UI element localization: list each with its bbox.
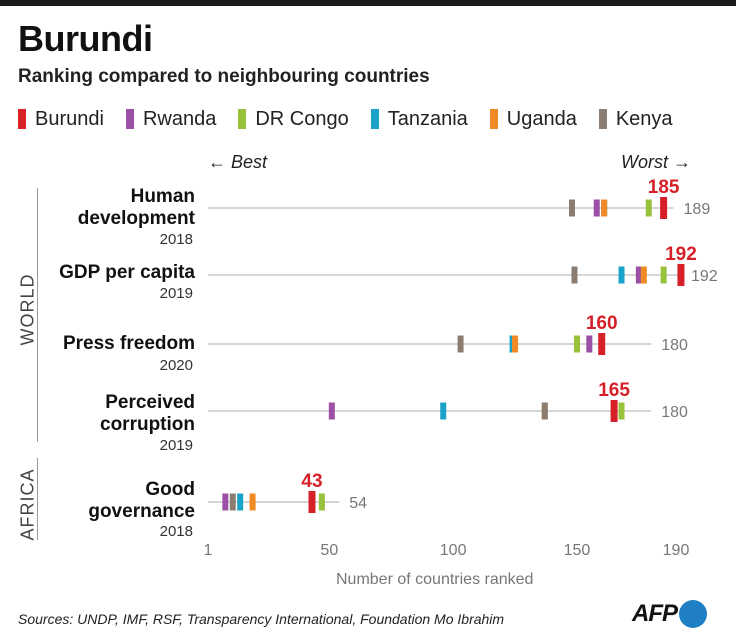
- marker-kenya-good-governance: [229, 493, 236, 511]
- legend-label: Kenya: [615, 107, 673, 130]
- x-tick-label: 50: [320, 542, 338, 559]
- indicator-year-good-governance: 2018: [159, 523, 193, 540]
- legend-swatch: [18, 109, 26, 129]
- x-axis-title: Number of countries ranked: [336, 571, 534, 588]
- indicator-label-gdp-per-capita: GDP per capita: [59, 262, 195, 283]
- marker-burundi-perceived-corruption: [610, 400, 618, 422]
- indicator-year-human-development: 2018: [159, 231, 193, 248]
- legend-swatch: [125, 109, 134, 129]
- legend-swatch: [370, 109, 379, 129]
- indicator-year-perceived-corruption: 2019: [159, 437, 193, 454]
- legend-swatch: [489, 109, 498, 129]
- marker-uganda-good-governance: [249, 493, 256, 511]
- marker-tanzania-gdp-per-capita: [618, 266, 625, 284]
- legend-swatch: [238, 109, 247, 129]
- legend-label: DR Congo: [255, 107, 349, 130]
- chart-subtitle: Ranking compared to neighbouring countri…: [18, 66, 430, 87]
- legend-label: Rwanda: [142, 107, 217, 130]
- total-label-press-freedom: 180: [661, 337, 688, 354]
- marker-kenya-perceived-corruption: [541, 402, 548, 420]
- source-note: Sources: UNDP, IMF, RSF, Transparency In…: [18, 611, 505, 627]
- indicator-year-gdp-per-capita: 2019: [159, 285, 193, 302]
- burundi-rank-label-gdp-per-capita: 192: [665, 244, 697, 265]
- x-tick-label: 190: [663, 542, 690, 559]
- marker-rwanda-press-freedom: [586, 335, 593, 353]
- marker-burundi-press-freedom: [598, 333, 606, 355]
- marker-rwanda-perceived-corruption: [328, 402, 335, 420]
- marker-tanzania-perceived-corruption: [440, 402, 447, 420]
- indicator-label-press-freedom: Press freedom: [62, 333, 195, 354]
- world-group-bracket: [37, 188, 38, 442]
- afp-logo-dot: [679, 600, 707, 628]
- worst-direction-label: Worst →: [621, 152, 691, 172]
- marker-tanzania-good-governance: [237, 493, 244, 511]
- legend: Burundi Rwanda DR Congo Tanzania Uganda Kenya: [18, 106, 695, 132]
- chart-title: Burundi: [18, 18, 153, 59]
- afp-logo: AFP: [632, 600, 707, 628]
- legend-label: Burundi: [35, 107, 104, 130]
- burundi-rank-label-good-governance: 43: [301, 471, 322, 492]
- marker-dr-congo-gdp-per-capita: [660, 266, 667, 284]
- indicator-label-perceived-corruption: Perceived corruption: [100, 392, 195, 435]
- burundi-rank-label-human-development: 185: [648, 177, 680, 198]
- burundi-rank-label-perceived-corruption: 165: [598, 380, 630, 401]
- legend-item-tanzania: Tanzania: [370, 107, 468, 131]
- x-tick-label: 100: [440, 542, 467, 559]
- total-label-good-governance: 54: [349, 495, 367, 512]
- legend-swatch: [598, 109, 607, 129]
- legend-item-dr-congo: DR Congo: [238, 107, 349, 131]
- africa-group-bracket: [37, 458, 38, 540]
- marker-kenya-press-freedom: [457, 335, 464, 353]
- marker-rwanda-good-governance: [222, 493, 229, 511]
- burundi-rank-label-press-freedom: 160: [586, 313, 618, 334]
- x-tick-label: 150: [564, 542, 591, 559]
- legend-item-rwanda: Rwanda: [125, 107, 217, 131]
- legend-label: Tanzania: [387, 107, 468, 130]
- indicator-year-press-freedom: 2020: [159, 357, 193, 374]
- indicator-label-good-governance: Good governance: [88, 479, 195, 522]
- marker-rwanda-gdp-per-capita: [635, 266, 642, 284]
- marker-burundi-good-governance: [308, 491, 316, 513]
- marker-kenya-gdp-per-capita: [571, 266, 578, 284]
- total-label-human-development: 189: [684, 201, 711, 218]
- marker-kenya-human-development: [569, 199, 575, 217]
- legend-item-burundi: Burundi: [18, 108, 104, 131]
- legend-item-kenya: Kenya: [598, 107, 673, 131]
- legend-item-uganda: Uganda: [489, 107, 577, 131]
- indicator-label-human-development: Human development: [77, 186, 195, 229]
- total-label-gdp-per-capita: 192: [691, 268, 718, 285]
- marker-dr-congo-perceived-corruption: [618, 402, 625, 420]
- total-label-perceived-corruption: 180: [661, 404, 688, 421]
- top-bar: [0, 0, 736, 6]
- marker-burundi-gdp-per-capita: [677, 264, 685, 286]
- afp-logo-text: AFP: [632, 600, 678, 627]
- marker-burundi-human-development: [660, 197, 668, 219]
- marker-dr-congo-human-development: [645, 199, 652, 217]
- marker-uganda-human-development: [601, 199, 608, 217]
- marker-uganda-gdp-per-capita: [640, 266, 647, 284]
- legend-label: Uganda: [506, 107, 577, 130]
- marker-dr-congo-press-freedom: [573, 335, 580, 353]
- marker-uganda-press-freedom: [512, 335, 519, 353]
- marker-dr-congo-good-governance: [318, 493, 325, 511]
- marker-rwanda-human-development: [593, 199, 600, 217]
- x-tick-label: 1: [204, 542, 213, 559]
- best-direction-label: ← Best: [208, 152, 268, 172]
